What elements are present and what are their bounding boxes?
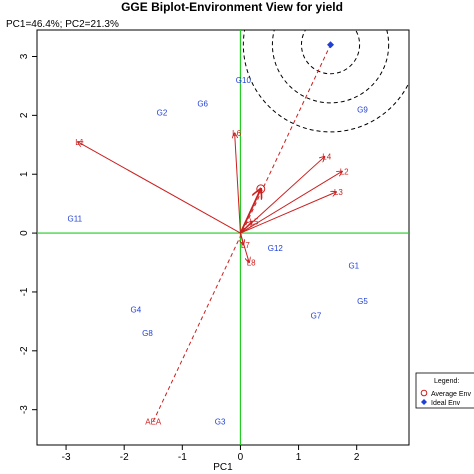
env-label-l4: L4 — [322, 153, 331, 162]
genotype-label-g3: G3 — [215, 417, 226, 426]
genotype-label-g1: G1 — [348, 261, 359, 270]
chart-subtitle: PC1=46.4%; PC2=21.3% — [6, 19, 119, 30]
y-tick-label: -3 — [19, 405, 30, 414]
env-label-l5: L5 — [250, 217, 259, 226]
axes: -3 -2 -1 0 1 2 -3 -2 -1 0 1 2 3 — [19, 53, 360, 463]
concentric-circle-2 — [271, 30, 390, 104]
chart-title: GGE Biplot-Environment View for yield — [121, 0, 343, 14]
x-tick-label: 2 — [354, 452, 360, 463]
genotype-label-g7: G7 — [311, 311, 322, 320]
x-axis-title: PC1 — [213, 462, 233, 473]
genotype-label-g8: G8 — [142, 329, 153, 338]
legend-ideal-env-label: Ideal Env — [431, 400, 461, 407]
env-vector-l5 — [240, 221, 252, 234]
env-vector-l8 — [239, 232, 249, 262]
y-tick-label: -1 — [19, 287, 30, 296]
env-vector-l4 — [240, 157, 324, 234]
env-vector-l1 — [78, 142, 241, 234]
genotype-label-g12: G12 — [268, 244, 284, 253]
x-tick-label: 0 — [238, 452, 244, 463]
average-env-marker — [256, 184, 266, 194]
env-vector-l3 — [240, 192, 336, 234]
env-label-l2: L2 — [340, 167, 349, 176]
genotype-label-g5: G5 — [357, 297, 368, 306]
legend-ideal-env-symbol — [421, 399, 427, 405]
concentric-circle-1 — [300, 30, 361, 75]
y-tick-label: 0 — [19, 230, 30, 236]
genotype-label-g9: G9 — [357, 105, 368, 114]
x-tick-label: 1 — [296, 452, 302, 463]
env-vector-l2 — [240, 171, 342, 234]
legend-average-env-label: Average Env — [431, 391, 471, 398]
average-env-vector — [239, 189, 260, 234]
genotype-label-g2: G2 — [157, 108, 168, 117]
env-label-l8: L8 — [247, 259, 256, 268]
aea-label: AEA — [145, 417, 162, 426]
plot-area: L1 L2 L3 L4 L5 L6 L7 L8 AEA G1 G2 G3 G4 G5 G6 G7 G8 G9 G10… — [37, 30, 409, 445]
env-label-l1: L1 — [75, 138, 84, 147]
env-label-l7: L7 — [241, 241, 250, 250]
x-tick-label: -3 — [62, 452, 71, 463]
legend: Legend: Average Env Ideal Env — [415, 372, 474, 409]
legend-title: Legend: — [434, 378, 459, 385]
genotype-label-g6: G6 — [197, 100, 208, 109]
genotype-label-g10: G10 — [236, 76, 252, 85]
genotype-label-g4: G4 — [130, 306, 141, 315]
y-tick-label: 1 — [19, 171, 30, 177]
y-tick-label: 2 — [19, 112, 30, 118]
env-vector-l6 — [235, 133, 241, 234]
legend-average-env-symbol — [420, 389, 428, 397]
average-environment-axis — [152, 44, 331, 422]
env-label-l6: L6 — [232, 129, 241, 138]
y-tick-label: 3 — [19, 53, 30, 59]
concentric-circle-3 — [242, 30, 409, 133]
x-tick-label: -1 — [178, 452, 187, 463]
plot-frame — [36, 29, 410, 446]
env-label-l3: L3 — [334, 188, 343, 197]
y-tick-label: -2 — [19, 346, 30, 355]
x-tick-label: -2 — [120, 452, 129, 463]
ideal-env-marker — [327, 41, 335, 49]
genotype-label-g11: G11 — [68, 214, 83, 223]
